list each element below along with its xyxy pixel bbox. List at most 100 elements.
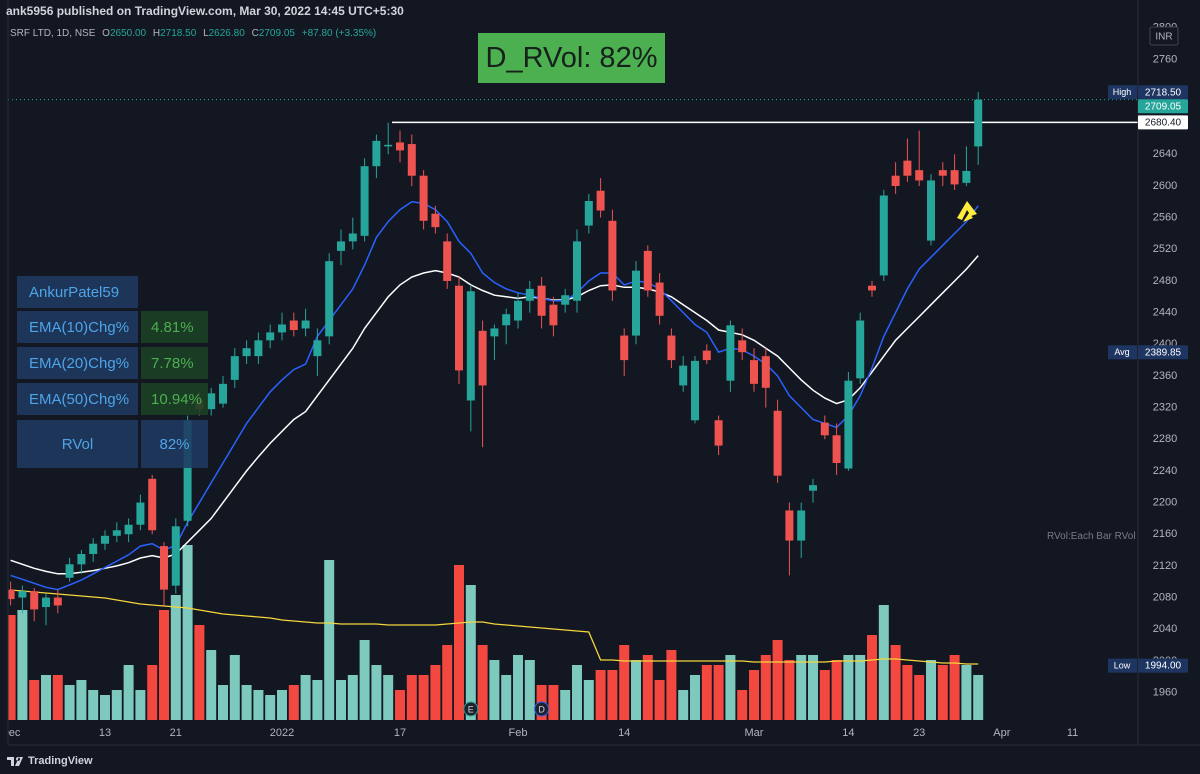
volume-bar (182, 545, 193, 720)
volume-bar (395, 690, 405, 720)
x-tick-label: 11 (1067, 727, 1078, 739)
ohlc-key: L (203, 28, 209, 39)
volume-bar (737, 690, 748, 720)
price-label: 2718.50 (1145, 87, 1182, 98)
candle-body (927, 180, 935, 241)
volume-bar (878, 605, 889, 720)
candle-body (950, 170, 959, 185)
candle-body (844, 380, 853, 469)
volume-bar (159, 610, 169, 720)
candle-body (879, 195, 888, 276)
volume-bar (383, 675, 394, 720)
candle-body (313, 340, 322, 357)
volume-bar (713, 665, 724, 720)
candle-body (337, 241, 345, 251)
symbol-legend: SRF LTD, 1D, NSE O2650.00 H2718.50 L2626… (10, 28, 376, 39)
volume-bar (288, 685, 299, 720)
price-label: 2389.85 (1145, 347, 1182, 358)
candle-body (407, 144, 416, 176)
x-tick-label: Apr (993, 727, 1010, 739)
price-label-box (1138, 345, 1188, 360)
volume-bar (949, 655, 960, 720)
volume-bar (123, 665, 134, 720)
candle-body (325, 261, 334, 337)
volume-bar (17, 610, 28, 720)
candle-body (136, 502, 145, 525)
x-tick-label: 14 (842, 727, 854, 739)
volume-bar (430, 665, 441, 720)
volume-bar (241, 685, 252, 720)
event-label: E (468, 704, 474, 714)
volume-bar (666, 650, 677, 720)
volume-bar (111, 690, 122, 720)
x-tick-label: 17 (394, 727, 406, 739)
candle-body (455, 285, 463, 371)
price-tag: High (1113, 87, 1132, 97)
currency-box (1149, 26, 1179, 46)
table-cell: EMA(20)Chg% (17, 347, 138, 379)
candle-body (443, 241, 452, 281)
candle-body (903, 160, 912, 176)
volume-bar (937, 665, 948, 720)
candle-body (65, 564, 74, 578)
volume-bar (513, 655, 523, 720)
candle-body (183, 420, 192, 521)
ohlc-key: C (251, 28, 259, 39)
volume-bar (359, 640, 370, 720)
price-label: 2709.05 (1145, 101, 1182, 112)
volume-bar (477, 645, 488, 720)
arrow-annotation (957, 201, 977, 222)
candle-body (42, 597, 50, 608)
volume-bar (52, 675, 63, 720)
y-tick-label: 2040 (1153, 623, 1177, 635)
y-tick-label: 2280 (1153, 433, 1177, 445)
candle-body (915, 170, 924, 181)
volume-bar (76, 680, 87, 720)
volume-bar (442, 645, 453, 720)
candle-body (773, 410, 782, 476)
candle-body (856, 320, 865, 379)
currency: INR (1155, 32, 1172, 43)
volume-bar (41, 675, 51, 720)
table-cell: 10.94% (141, 383, 208, 415)
y-tick-label: 2600 (1153, 180, 1177, 192)
volume-bar (312, 680, 323, 720)
candle-body (18, 591, 27, 598)
event-marker (463, 701, 479, 717)
volume-bar (961, 665, 972, 720)
price-label-box (1138, 658, 1188, 673)
candle-body (8, 589, 15, 600)
x-tick-label: Dec (1, 727, 21, 739)
price-label-box (1138, 99, 1188, 114)
candle-body (124, 524, 133, 535)
candle-body (702, 350, 711, 361)
volume-bar (324, 560, 335, 720)
x-tick-label: 21 (170, 727, 182, 739)
volume-bar (406, 675, 417, 720)
volume-bar (170, 595, 181, 720)
volume-bar (808, 655, 818, 720)
candle-body (396, 142, 404, 151)
candle-body (655, 282, 664, 316)
candle-body (101, 535, 109, 544)
volume-bar (465, 585, 476, 720)
candle-body (278, 324, 286, 333)
candle-body (761, 356, 770, 388)
candle-body (372, 140, 381, 167)
volume-bar (253, 690, 264, 720)
volume-bar (29, 680, 40, 720)
candle-body (596, 190, 605, 211)
ohlc-key: H (152, 28, 161, 39)
footer: TradingView (0, 748, 1200, 774)
y-tick-label: 2440 (1153, 307, 1177, 319)
price-tag-box (1108, 85, 1137, 100)
y-tick-label: 2160 (1153, 528, 1177, 540)
y-tick-label: 2080 (1153, 591, 1177, 603)
table-cell: EMA(50)Chg% (17, 383, 138, 415)
volume-bar (501, 675, 512, 720)
candle-body (820, 422, 829, 436)
volume-bar (725, 655, 736, 720)
price-tag-box (1108, 658, 1137, 673)
volume-bar (973, 675, 984, 720)
price-label-box (1138, 115, 1188, 130)
